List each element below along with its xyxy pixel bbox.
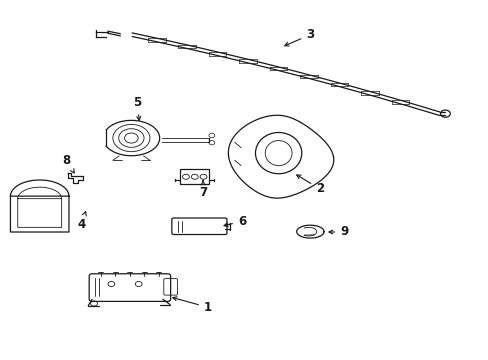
Text: 1: 1 <box>172 297 212 314</box>
Text: 6: 6 <box>224 215 245 228</box>
Text: 3: 3 <box>284 28 314 46</box>
Text: 5: 5 <box>133 96 141 120</box>
Text: 2: 2 <box>296 175 324 195</box>
Text: 8: 8 <box>62 154 74 173</box>
Text: 9: 9 <box>328 225 348 238</box>
Text: 7: 7 <box>199 180 207 199</box>
Text: 4: 4 <box>77 212 86 231</box>
